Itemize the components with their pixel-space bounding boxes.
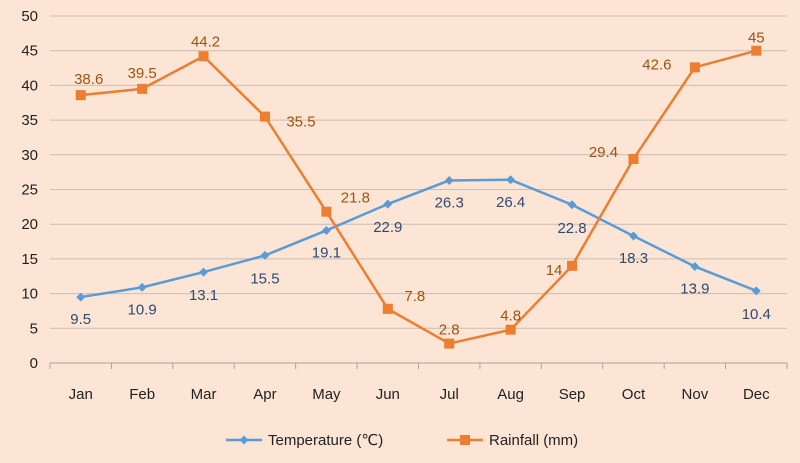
legend-label: Rainfall (mm) — [489, 432, 578, 449]
data-point — [444, 338, 455, 349]
legend-item: Temperature (℃) — [226, 432, 383, 449]
data-label: 42.6 — [642, 56, 671, 73]
x-tick-label: Apr — [253, 386, 276, 403]
data-point — [505, 324, 516, 335]
data-label: 19.1 — [312, 244, 341, 261]
data-label: 26.4 — [496, 194, 525, 211]
y-tick-label: 50 — [21, 8, 38, 25]
y-tick-label: 20 — [21, 216, 38, 233]
data-labels: 9.5 10.9 13.1 15.5 19.1 22.9 26.3 26.4 22.8 18.3 1… — [70, 30, 771, 339]
y-tick-label: 0 — [30, 355, 38, 372]
data-label: 18.3 — [619, 250, 648, 267]
y-tick-label: 10 — [21, 286, 38, 303]
data-label: 29.4 — [589, 144, 618, 161]
x-tick-label: Dec — [743, 386, 770, 403]
gridlines — [50, 15, 787, 364]
x-tick-label: Jan — [69, 386, 93, 403]
data-label: 13.1 — [189, 287, 218, 304]
data-point — [690, 262, 700, 272]
series-lines — [75, 45, 762, 349]
data-label: 9.5 — [70, 311, 91, 328]
data-label: 15.5 — [250, 270, 279, 287]
data-label: 45 — [748, 30, 765, 47]
data-label: 10.9 — [128, 301, 157, 318]
data-point — [567, 260, 578, 271]
y-tick-label: 45 — [21, 43, 38, 60]
y-tick-label: 5 — [30, 320, 38, 337]
data-point — [628, 153, 639, 164]
x-tick-label: Feb — [129, 386, 155, 403]
data-label: 10.4 — [742, 306, 771, 323]
legend-label: Temperature (℃) — [268, 432, 383, 449]
data-label: 2.8 — [439, 322, 460, 339]
x-tick-label: Jul — [440, 386, 459, 403]
x-tick-label: Mar — [191, 386, 217, 403]
data-label: 39.5 — [128, 65, 157, 82]
x-tick-label: May — [312, 386, 341, 403]
data-label: 14 — [546, 262, 563, 279]
x-tick-label: Oct — [622, 386, 646, 403]
data-point — [198, 51, 209, 62]
y-tick-label: 25 — [21, 182, 38, 199]
data-point — [137, 83, 148, 94]
data-point — [321, 206, 332, 217]
x-tick-label: Sep — [559, 386, 586, 403]
y-tick-label: 35 — [21, 112, 38, 129]
data-point — [382, 303, 393, 314]
data-point — [689, 62, 700, 73]
x-tick-label: Jun — [376, 386, 400, 403]
data-label: 22.9 — [373, 219, 402, 236]
data-point — [751, 286, 761, 296]
data-point — [259, 111, 270, 122]
data-point — [75, 90, 86, 101]
data-label: 35.5 — [286, 114, 315, 131]
data-point — [751, 45, 762, 56]
data-point — [383, 199, 393, 209]
legend-marker — [460, 435, 470, 445]
legend-item: Rainfall (mm) — [447, 432, 578, 449]
data-label: 26.3 — [435, 194, 464, 211]
legend-marker — [239, 435, 249, 445]
data-point — [76, 292, 86, 302]
data-label: 13.9 — [680, 281, 709, 298]
y-tick-label: 40 — [21, 77, 38, 94]
x-tick-label: Nov — [682, 386, 709, 403]
data-point — [321, 225, 331, 235]
legend: Temperature (℃) Rainfall (mm) — [226, 432, 578, 449]
y-tick-label: 15 — [21, 251, 38, 268]
data-point — [506, 175, 516, 185]
data-point — [444, 175, 454, 185]
data-label: 21.8 — [341, 190, 370, 207]
series-line — [80, 49, 757, 345]
data-label: 4.8 — [500, 308, 521, 325]
data-label: 38.6 — [74, 71, 103, 88]
data-point — [260, 250, 270, 260]
data-point — [628, 231, 638, 241]
data-point — [137, 282, 147, 292]
axes: 0 5 10 15 20 25 30 35 40 45 50 Jan Feb Mar Apr May Jun Ju… — [21, 8, 788, 403]
data-point — [567, 200, 577, 210]
data-label: 22.8 — [557, 220, 586, 237]
y-tick-label: 30 — [21, 147, 38, 164]
data-label: 7.8 — [404, 288, 425, 305]
data-label: 44.2 — [191, 33, 220, 50]
data-point — [199, 267, 209, 277]
series-line — [80, 178, 757, 299]
x-tick-label: Aug — [497, 386, 524, 403]
